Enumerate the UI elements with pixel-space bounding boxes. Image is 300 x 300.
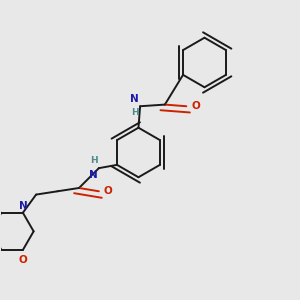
Text: O: O [19, 255, 27, 265]
Text: H: H [131, 108, 139, 117]
Text: O: O [191, 101, 200, 111]
Text: O: O [104, 186, 112, 196]
Text: H: H [91, 156, 98, 165]
Text: N: N [130, 94, 139, 103]
Text: N: N [89, 170, 98, 180]
Text: N: N [19, 201, 27, 211]
